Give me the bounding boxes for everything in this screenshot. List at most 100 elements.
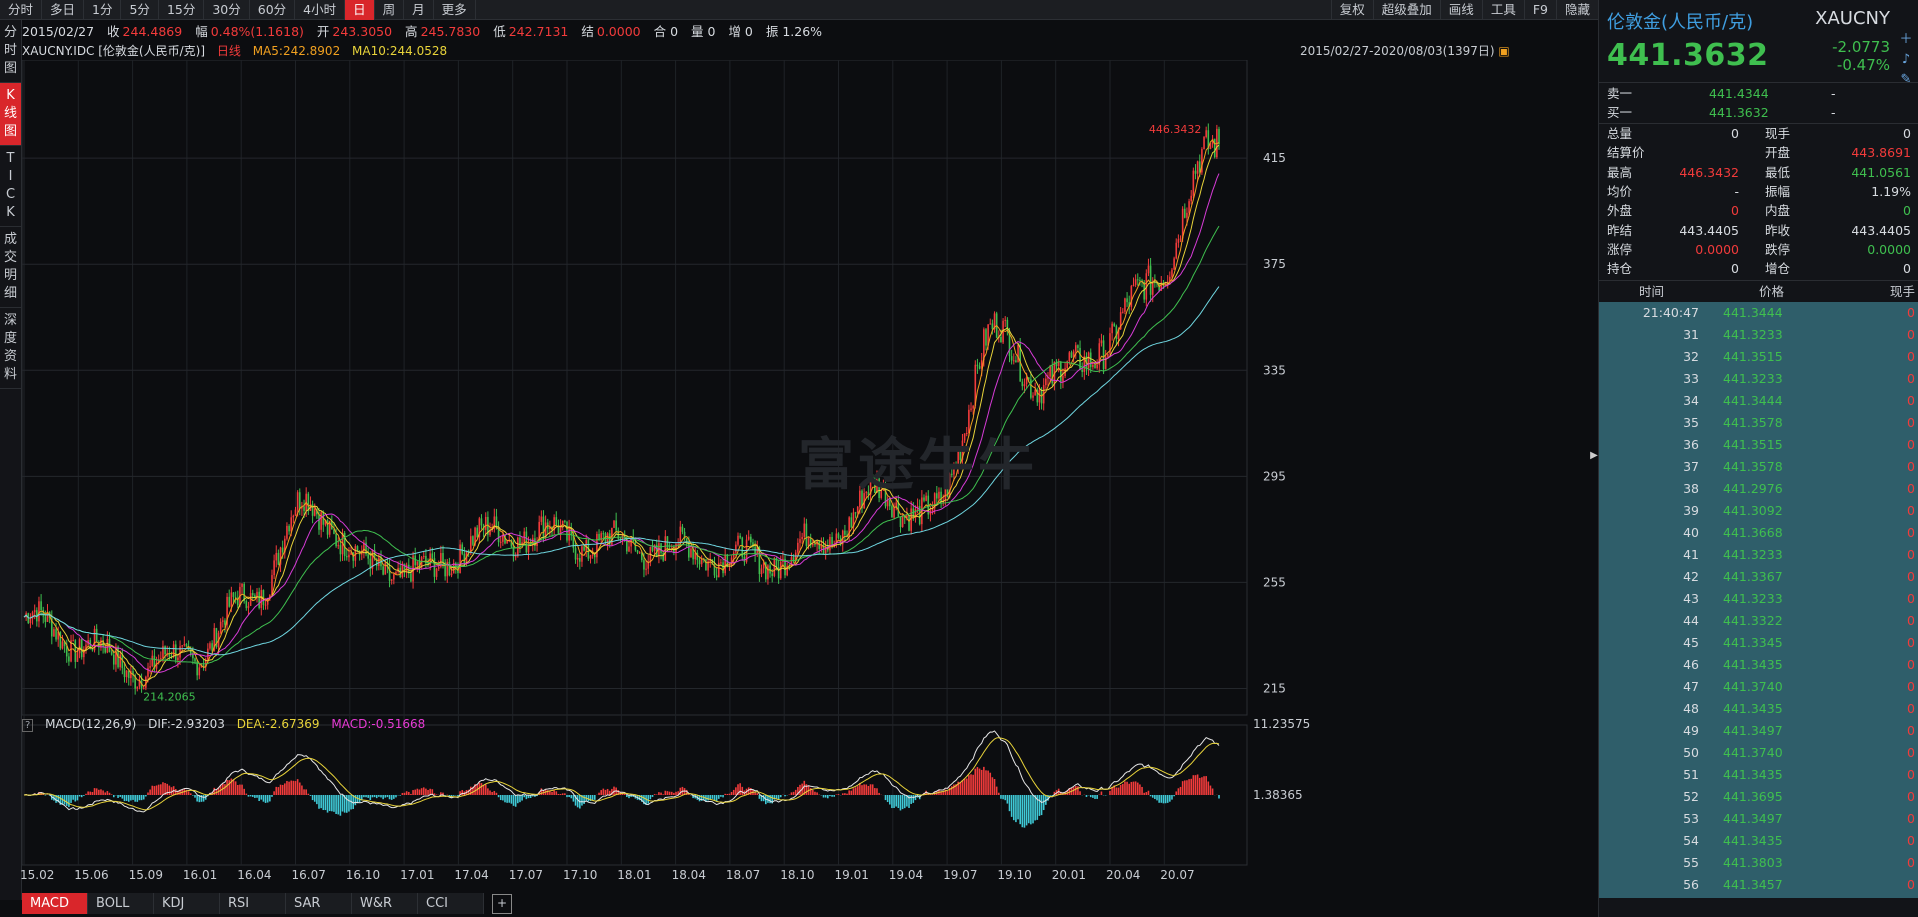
candle-body	[164, 646, 166, 655]
candle-body	[155, 663, 158, 669]
candle-body	[743, 556, 746, 562]
candle-body	[416, 561, 419, 566]
period-tab-2[interactable]: 1分	[84, 0, 122, 20]
left-tab-4[interactable]: 深度资料	[0, 308, 21, 389]
tick-time: 52	[1683, 789, 1699, 804]
candle-body	[1102, 340, 1105, 370]
candle-body	[393, 574, 395, 580]
candle-body	[946, 483, 949, 498]
add-indicator-button[interactable]: +	[492, 894, 512, 914]
candle-body	[354, 546, 357, 561]
tool-button-4[interactable]: F9	[1523, 0, 1556, 20]
period-tab-4[interactable]: 15分	[159, 0, 205, 20]
bell-icon[interactable]: ♪	[1901, 52, 1911, 67]
candle-body	[1115, 326, 1118, 340]
candle-body	[1057, 362, 1060, 367]
candle-body	[405, 564, 408, 572]
candle-body	[861, 490, 863, 509]
period-toolbar: 分时 多日 1分 5分 15分 30分 60分 4小时日周月更多 复权 超级叠加 画线 工具 F9 隐藏	[0, 0, 1598, 20]
left-tab-0[interactable]: 分时图	[0, 20, 21, 83]
candle-body	[846, 534, 848, 537]
tool-button-0[interactable]: 复权	[1330, 0, 1373, 20]
candle-body	[1002, 320, 1004, 343]
candle-body	[955, 467, 957, 469]
candle-body	[641, 552, 643, 561]
left-tab-char: 图	[3, 61, 17, 76]
candle-body	[119, 654, 121, 668]
candle-body	[1060, 362, 1062, 382]
candle-body	[275, 552, 278, 561]
tool-button-3[interactable]: 工具	[1481, 0, 1524, 20]
left-tab-char: 成	[3, 232, 17, 247]
tick-volume: 0	[1907, 635, 1915, 650]
candle-body	[134, 675, 136, 689]
candle-body	[741, 537, 744, 557]
tool-button-5[interactable]: 隐藏	[1555, 0, 1598, 20]
tick-price: 441.3803	[1723, 855, 1783, 870]
date-range-label[interactable]: 2015/02/27-2020/08/03(1397日) ▣	[1300, 42, 1510, 60]
indicator-tab-0[interactable]: MACD	[22, 893, 88, 914]
bid-price: 441.3632	[1709, 105, 1769, 120]
candle-body	[1098, 343, 1101, 365]
candle-body	[110, 651, 113, 655]
candle-body	[835, 533, 838, 546]
candle-body	[277, 552, 280, 565]
candle-body	[422, 555, 425, 558]
candle-body	[487, 516, 489, 535]
candle-body	[512, 546, 515, 557]
candle-body	[878, 478, 880, 498]
tick-price: 441.3578	[1723, 415, 1783, 430]
candle-body	[324, 520, 327, 525]
period-tab-1[interactable]: 多日	[42, 0, 85, 20]
period-tab-6[interactable]: 60分	[250, 0, 296, 20]
indicator-tab-1[interactable]: BOLL	[88, 893, 154, 914]
candle-body	[854, 512, 857, 514]
candle-body	[320, 512, 322, 530]
period-tab-9[interactable]: 周	[375, 0, 405, 20]
period-tab-10[interactable]: 月	[404, 0, 434, 20]
stat-value: 0	[1903, 126, 1911, 141]
tick-time: 56	[1683, 877, 1699, 892]
tool-button-2[interactable]: 画线	[1439, 0, 1482, 20]
candle-body	[36, 610, 38, 622]
indicator-tab-5[interactable]: W&R	[352, 893, 418, 914]
tick-price: 441.3367	[1723, 569, 1783, 584]
left-tab-3[interactable]: 成交明细	[0, 227, 21, 308]
period-tab-5[interactable]: 30分	[204, 0, 250, 20]
candle-body	[112, 654, 115, 665]
period-tab-7[interactable]: 4小时	[295, 0, 346, 20]
tool-button-1[interactable]: 超级叠加	[1372, 0, 1440, 20]
candle-body	[1096, 364, 1098, 369]
candle-body	[572, 534, 575, 549]
period-tab-3[interactable]: 5分	[121, 0, 159, 20]
candle-body	[1209, 144, 1212, 149]
help-icon[interactable]: ?	[22, 719, 34, 732]
edit-icon[interactable]: ✎	[1900, 72, 1912, 87]
candle-body	[884, 483, 887, 507]
add-watchlist-icon[interactable]: ＋	[1899, 32, 1913, 47]
candle-body	[841, 530, 844, 545]
collapse-arrow-icon[interactable]: ▶	[1590, 450, 1598, 461]
candle-body	[794, 552, 797, 562]
period-tab-11[interactable]: 更多	[434, 0, 476, 20]
tick-row: 38 441.2976 0	[1599, 478, 1918, 500]
candle-body	[29, 618, 32, 624]
indicator-tab-3[interactable]: RSI	[220, 893, 286, 914]
kline-chart[interactable]: 415 375 335 295 255 215 446.3432 214.2065 11.235…	[22, 60, 1590, 910]
candle-body	[1027, 377, 1030, 380]
tick-row: 37 441.3578 0	[1599, 456, 1918, 478]
candle-body	[1006, 319, 1009, 331]
period-tab-0[interactable]: 分时	[0, 0, 43, 20]
left-tab-char: 深	[3, 313, 17, 328]
period-tab-8[interactable]: 日	[345, 0, 375, 20]
indicator-tab-4[interactable]: SAR	[286, 893, 352, 914]
ticks-list[interactable]: 21:40:47 441.3444 0 31 441.3233 0 32 441.3515 0 3…	[1599, 302, 1918, 898]
indicator-tab-6[interactable]: CCI	[418, 893, 484, 914]
candle-body	[151, 655, 154, 667]
indicator-tab-2[interactable]: KDJ	[154, 893, 220, 914]
candle-body	[177, 657, 179, 661]
candle-body	[711, 559, 714, 565]
candle-body	[431, 553, 434, 559]
